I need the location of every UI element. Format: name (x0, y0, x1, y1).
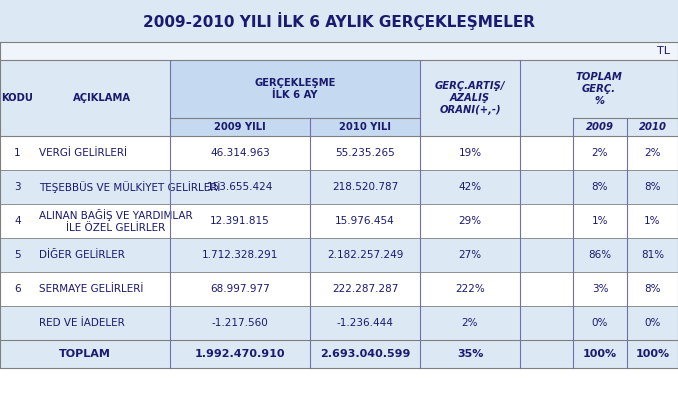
Text: 29%: 29% (458, 216, 481, 226)
Text: 2%: 2% (644, 148, 661, 158)
Text: 2%: 2% (462, 318, 478, 328)
Text: 86%: 86% (589, 250, 612, 260)
Text: 1.712.328.291: 1.712.328.291 (202, 250, 278, 260)
Text: 222%: 222% (455, 284, 485, 294)
Text: AÇIKLAMA: AÇIKLAMA (73, 93, 132, 103)
Text: 100%: 100% (635, 349, 670, 359)
Text: 81%: 81% (641, 250, 664, 260)
Text: 218.520.787: 218.520.787 (332, 182, 398, 192)
Text: 42%: 42% (458, 182, 481, 192)
Text: 35%: 35% (457, 349, 483, 359)
Bar (0, 170, 678, 204)
Text: 1.992.470.910: 1.992.470.910 (195, 349, 285, 359)
Text: 2009 YILI: 2009 YILI (214, 122, 266, 132)
Text: -1.236.444: -1.236.444 (336, 318, 393, 328)
Text: RED VE İADELER: RED VE İADELER (39, 318, 125, 328)
Text: 8%: 8% (644, 182, 661, 192)
Text: TOPLAM
GERÇ.
%: TOPLAM GERÇ. % (576, 72, 622, 105)
Text: 3: 3 (14, 182, 21, 192)
Text: GERÇEKLEŞME
İLK 6 AY: GERÇEKLEŞME İLK 6 AY (254, 78, 336, 100)
Text: 2%: 2% (592, 148, 608, 158)
Text: 4: 4 (14, 216, 21, 226)
Bar (0, 238, 678, 272)
Text: 0%: 0% (644, 318, 660, 328)
Text: GERÇ.ARTIŞ/
AZALIŞ
ORANI(+,-): GERÇ.ARTIŞ/ AZALIŞ ORANI(+,-) (435, 81, 505, 115)
Text: 0%: 0% (592, 318, 608, 328)
Text: 1%: 1% (592, 216, 608, 226)
Text: 2.182.257.249: 2.182.257.249 (327, 250, 403, 260)
Text: 55.235.265: 55.235.265 (335, 148, 395, 158)
Text: 2.693.040.599: 2.693.040.599 (320, 349, 410, 359)
Bar (170, 60, 420, 136)
Bar (0, 42, 678, 60)
Text: 2009-2010 YILI İLK 6 AYLIK GERÇEKLEŞMELER: 2009-2010 YILI İLK 6 AYLIK GERÇEKLEŞMELE… (143, 12, 535, 30)
Text: 12.391.815: 12.391.815 (210, 216, 270, 226)
Text: 19%: 19% (458, 148, 481, 158)
Text: DİĞER GELİRLER: DİĞER GELİRLER (39, 250, 125, 260)
Text: TL: TL (657, 46, 670, 56)
Text: 153.655.424: 153.655.424 (207, 182, 273, 192)
Text: 68.997.977: 68.997.977 (210, 284, 270, 294)
Text: KODU: KODU (1, 93, 33, 103)
Text: 2010 YILI: 2010 YILI (339, 122, 391, 132)
Bar (0, 340, 678, 368)
Bar (0, 0, 678, 42)
Text: 46.314.963: 46.314.963 (210, 148, 270, 158)
Bar (0, 60, 678, 136)
Text: 8%: 8% (592, 182, 608, 192)
Text: 2010: 2010 (639, 122, 666, 132)
Text: 27%: 27% (458, 250, 481, 260)
Text: 15.976.454: 15.976.454 (335, 216, 395, 226)
Text: -1.217.560: -1.217.560 (212, 318, 268, 328)
Bar (0, 272, 678, 306)
Text: TEŞEBBÜS VE MÜLKİYET GELİRLERİ: TEŞEBBÜS VE MÜLKİYET GELİRLERİ (39, 181, 220, 193)
Text: 2009: 2009 (586, 122, 614, 132)
Text: 100%: 100% (583, 349, 617, 359)
Text: 5: 5 (14, 250, 21, 260)
Text: ALINAN BAĞİŞ VE YARDIMLAR
İLE ÖZEL GELİRLER: ALINAN BAĞİŞ VE YARDIMLAR İLE ÖZEL GELİR… (39, 209, 193, 233)
Text: SERMAYE GELİRLERİ: SERMAYE GELİRLERİ (39, 284, 143, 294)
Bar (0, 204, 678, 238)
Text: 222.287.287: 222.287.287 (332, 284, 398, 294)
Text: 8%: 8% (644, 284, 661, 294)
Bar (0, 306, 678, 340)
Text: VERGİ GELİRLERİ: VERGİ GELİRLERİ (39, 148, 127, 158)
Text: 1: 1 (14, 148, 21, 158)
Text: 3%: 3% (592, 284, 608, 294)
Text: 1%: 1% (644, 216, 661, 226)
Text: TOPLAM: TOPLAM (59, 349, 111, 359)
Bar (0, 136, 678, 170)
Text: 6: 6 (14, 284, 21, 294)
